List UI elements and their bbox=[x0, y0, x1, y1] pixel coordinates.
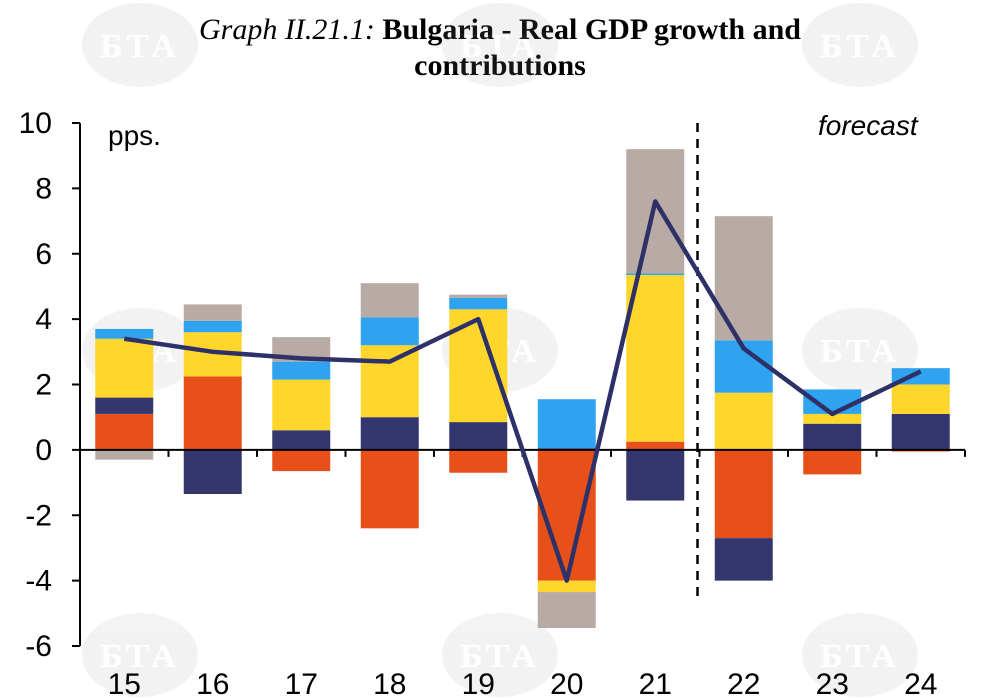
bar-segment bbox=[803, 413, 862, 424]
bar-segment bbox=[360, 283, 419, 318]
watermark-globe-shape bbox=[802, 3, 918, 87]
x-tick-label: 23 bbox=[816, 668, 849, 699]
y-tick-label: 4 bbox=[35, 303, 52, 336]
bar-segment bbox=[183, 320, 242, 333]
watermark-text: БТА bbox=[100, 28, 180, 65]
watermark-globe-shape bbox=[442, 613, 558, 697]
y-tick-label: 6 bbox=[35, 238, 52, 271]
bar-segment bbox=[95, 338, 154, 398]
watermark-logo: БТА bbox=[802, 613, 918, 697]
unit-label: pps. bbox=[108, 120, 161, 151]
bar-segment bbox=[449, 297, 508, 310]
y-tick-label: 0 bbox=[35, 434, 52, 467]
y-tick-label: -6 bbox=[25, 630, 52, 663]
bar-segment bbox=[272, 430, 331, 450]
watermark-logo: БТА bbox=[442, 3, 558, 87]
bar-segment bbox=[272, 449, 331, 472]
watermark-logo: БТА bbox=[82, 3, 198, 87]
bar-segment bbox=[891, 413, 950, 450]
bar-segment bbox=[183, 449, 242, 495]
chart-title: Graph II.21.1: Bulgaria - Real GDP growt… bbox=[0, 12, 1000, 84]
watermark-text: БТА bbox=[460, 638, 540, 675]
bar-segment bbox=[714, 392, 773, 450]
watermark-logo: БТА bbox=[82, 613, 198, 697]
x-tick-label: 21 bbox=[639, 668, 672, 699]
bar-segment bbox=[537, 580, 596, 593]
y-tick-label: 2 bbox=[35, 369, 52, 402]
gdp-growth-line bbox=[123, 199, 922, 583]
bar-segment bbox=[272, 361, 331, 380]
bar-segment bbox=[626, 273, 685, 275]
bar-segment bbox=[714, 538, 773, 581]
x-tick-label: 22 bbox=[727, 668, 760, 699]
watermark-globe-shape bbox=[802, 308, 918, 392]
bar-segment bbox=[537, 592, 596, 629]
watermark-globe-shape bbox=[802, 613, 918, 697]
bar-segment bbox=[626, 449, 685, 501]
title-line2: contributions bbox=[0, 48, 1000, 84]
bar-segment bbox=[626, 274, 685, 442]
bar-segment bbox=[626, 441, 685, 450]
bar-segment bbox=[449, 422, 508, 450]
bars-layer bbox=[95, 149, 950, 629]
y-tick-label: -4 bbox=[25, 565, 52, 598]
bar-segment bbox=[714, 216, 773, 341]
line-layer bbox=[123, 199, 922, 583]
bar-segment bbox=[95, 328, 154, 339]
bar-segment bbox=[360, 317, 419, 346]
watermark-logo: БТА bbox=[442, 613, 558, 697]
watermark-globe-shape bbox=[82, 3, 198, 87]
bar-segment bbox=[360, 345, 419, 418]
watermark-logo: БТА bbox=[802, 3, 918, 87]
bar-segment bbox=[803, 449, 862, 475]
bar-segment bbox=[449, 294, 508, 298]
bar-segment bbox=[95, 397, 154, 414]
watermark-globe-shape bbox=[442, 3, 558, 87]
bar-segment bbox=[449, 449, 508, 473]
x-tick-label: 18 bbox=[373, 668, 406, 699]
bar-segment bbox=[183, 304, 242, 321]
bar-segment bbox=[449, 309, 508, 423]
bar-segment bbox=[360, 449, 419, 529]
watermark-text: БТА bbox=[820, 333, 900, 370]
bar-segment bbox=[537, 399, 596, 449]
x-tick-label: 20 bbox=[550, 668, 583, 699]
watermark-text: БТА bbox=[820, 638, 900, 675]
x-tick-label: 17 bbox=[285, 668, 318, 699]
bar-segment bbox=[183, 376, 242, 450]
watermark-logo: БТА bbox=[802, 308, 918, 392]
watermark-text: БТА bbox=[820, 28, 900, 65]
title-prefix: Graph II.21.1: bbox=[199, 13, 375, 46]
x-tick-label: 24 bbox=[904, 668, 937, 699]
bar-segment bbox=[803, 423, 862, 450]
watermark-globe-shape bbox=[82, 613, 198, 697]
bar-segment bbox=[891, 384, 950, 414]
forecast-label: forecast bbox=[818, 110, 919, 141]
watermark-text: БТА bbox=[100, 638, 180, 675]
watermark-text: БТА bbox=[460, 28, 540, 65]
x-tick-label: 15 bbox=[108, 668, 141, 699]
y-tick-label: 8 bbox=[35, 172, 52, 205]
bar-segment bbox=[360, 417, 419, 450]
title-main: Bulgaria - Real GDP growth and bbox=[382, 13, 801, 46]
bar-segment bbox=[537, 449, 596, 581]
bar-segment bbox=[95, 449, 154, 460]
y-tick-label: 10 bbox=[19, 107, 52, 140]
bar-segment bbox=[272, 379, 331, 431]
bar-segment bbox=[714, 449, 773, 539]
x-tick-label: 16 bbox=[196, 668, 229, 699]
y-tick-label: -2 bbox=[25, 499, 52, 532]
bar-segment bbox=[95, 413, 154, 450]
x-tick-label: 19 bbox=[462, 668, 495, 699]
